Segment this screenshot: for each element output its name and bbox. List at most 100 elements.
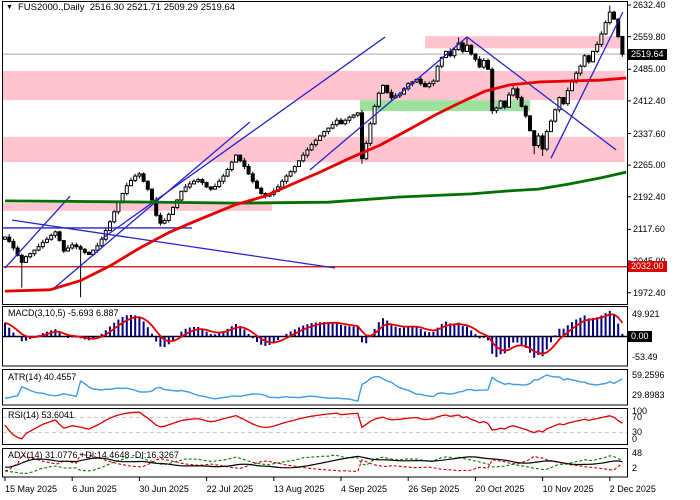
macd-pane-label: MACD(3,10,5) -5.693 6.887: [8, 308, 119, 318]
pink-zone: [425, 36, 625, 49]
candle-body: [477, 58, 482, 68]
pink-zone: [3, 203, 272, 211]
window-menu-icon[interactable]: ▼: [6, 4, 13, 11]
candle-body: [595, 43, 600, 52]
price-axis-label: 2265.00: [633, 160, 666, 171]
candle-body: [553, 109, 558, 122]
price-axis-label: 1972.40: [633, 287, 666, 298]
candle-body: [145, 180, 150, 190]
candle-body: [326, 127, 331, 133]
candle-body: [40, 241, 45, 248]
symbol-period-label: FUS2000.,Daily: [17, 2, 85, 13]
macd-zero-chip: 0.00: [628, 331, 652, 342]
trendlines: [2, 11, 624, 291]
candle-body: [465, 44, 469, 52]
candle-body: [49, 234, 54, 240]
candle-body: [301, 154, 306, 162]
candle-body: [557, 97, 562, 111]
pane-border: [2, 369, 628, 406]
candle-body: [603, 22, 608, 35]
price-axis-label: 2559.80: [633, 31, 666, 42]
candle-body: [150, 188, 154, 201]
candle-body: [7, 236, 12, 242]
macd-pane: [3, 311, 627, 358]
candle-body: [339, 119, 343, 125]
candle-body: [183, 186, 188, 192]
price-axis-label: 2192.40: [633, 191, 666, 202]
candle-body: [24, 256, 28, 263]
time-axis-label: 10 Nov 2025: [542, 484, 594, 494]
candle-body: [234, 154, 238, 163]
candle-body: [242, 160, 247, 167]
candle-body: [544, 131, 549, 150]
candle-body: [507, 94, 511, 108]
candle-body: [435, 65, 440, 82]
trendline: [12, 219, 336, 269]
candle-body: [238, 154, 243, 162]
candle-body: [381, 84, 385, 94]
adx-pane: [4, 453, 623, 475]
pane-border: [2, 408, 628, 445]
candle-body: [334, 119, 339, 126]
rsi-pane: [3, 411, 627, 440]
candle-body: [582, 55, 587, 67]
candle-body: [561, 97, 566, 105]
candle-body: [322, 131, 327, 137]
rsi-pane-label: RSI(14) 53.6041: [8, 410, 75, 420]
time-axis-label: 22 Jul 2025: [206, 484, 254, 494]
candle-body: [32, 249, 37, 255]
candle-body: [166, 213, 171, 222]
candle-body: [217, 180, 222, 188]
candle-body: [74, 244, 79, 248]
candle-body: [221, 175, 226, 182]
candle-body: [511, 88, 516, 96]
time-axis-label: 20 Oct 2025: [475, 484, 525, 494]
candle-body: [309, 144, 314, 151]
candle-body: [616, 18, 621, 38]
candle-body: [586, 55, 591, 63]
atr-pane: [4, 374, 623, 402]
atr-min-label: 29.8983: [632, 390, 665, 400]
candle-body: [385, 84, 390, 93]
green-moving-average: [4, 170, 627, 205]
pink-zone: [3, 70, 625, 101]
chart-title: ▼ FUS2000.,Daily 2516.30 2521.71 2509.29 …: [6, 2, 235, 13]
rsi-level-100: 100: [632, 406, 648, 416]
price-axis-label: 2045.00: [633, 256, 666, 266]
rsi-line: [4, 411, 623, 440]
price-axis-label: 2412.40: [633, 95, 666, 106]
ohlc-values: 2516.30 2521.71 2509.29 2519.64: [89, 2, 236, 13]
current-price-chip: 2519.64: [628, 48, 667, 60]
adx-min-label: 2: [632, 463, 638, 473]
atr-max-label: 59.2596: [632, 370, 665, 380]
candle-body: [423, 83, 427, 88]
candle-body: [95, 245, 100, 251]
atr-line: [4, 374, 623, 402]
candle-body: [418, 78, 423, 85]
time-axis-label: 30 Jun 2025: [139, 484, 189, 494]
candle-body: [229, 161, 234, 171]
candle-body: [305, 149, 310, 156]
candle-body: [187, 183, 192, 188]
candle-body: [158, 214, 163, 224]
candle-body: [61, 240, 66, 252]
candle-body: [45, 238, 49, 243]
candle-body: [124, 185, 129, 194]
candle-body: [280, 180, 285, 188]
trendline: [4, 195, 71, 269]
candle-body: [486, 60, 490, 70]
macd-max-label: 49.921: [632, 309, 660, 319]
candle-body: [19, 254, 24, 263]
candle-body: [133, 175, 138, 181]
candle-body: [297, 160, 301, 167]
candle-body: [578, 65, 583, 74]
time-axis-label: 15 May 2025: [5, 484, 58, 494]
candle-body: [502, 100, 507, 108]
candle-body: [549, 120, 553, 133]
candle-body: [108, 221, 112, 232]
candle-body: [368, 123, 373, 144]
price-axis-label: 2117.60: [633, 224, 665, 235]
candle-body: [292, 165, 297, 173]
price-axis-label: 2485.00: [633, 64, 666, 75]
